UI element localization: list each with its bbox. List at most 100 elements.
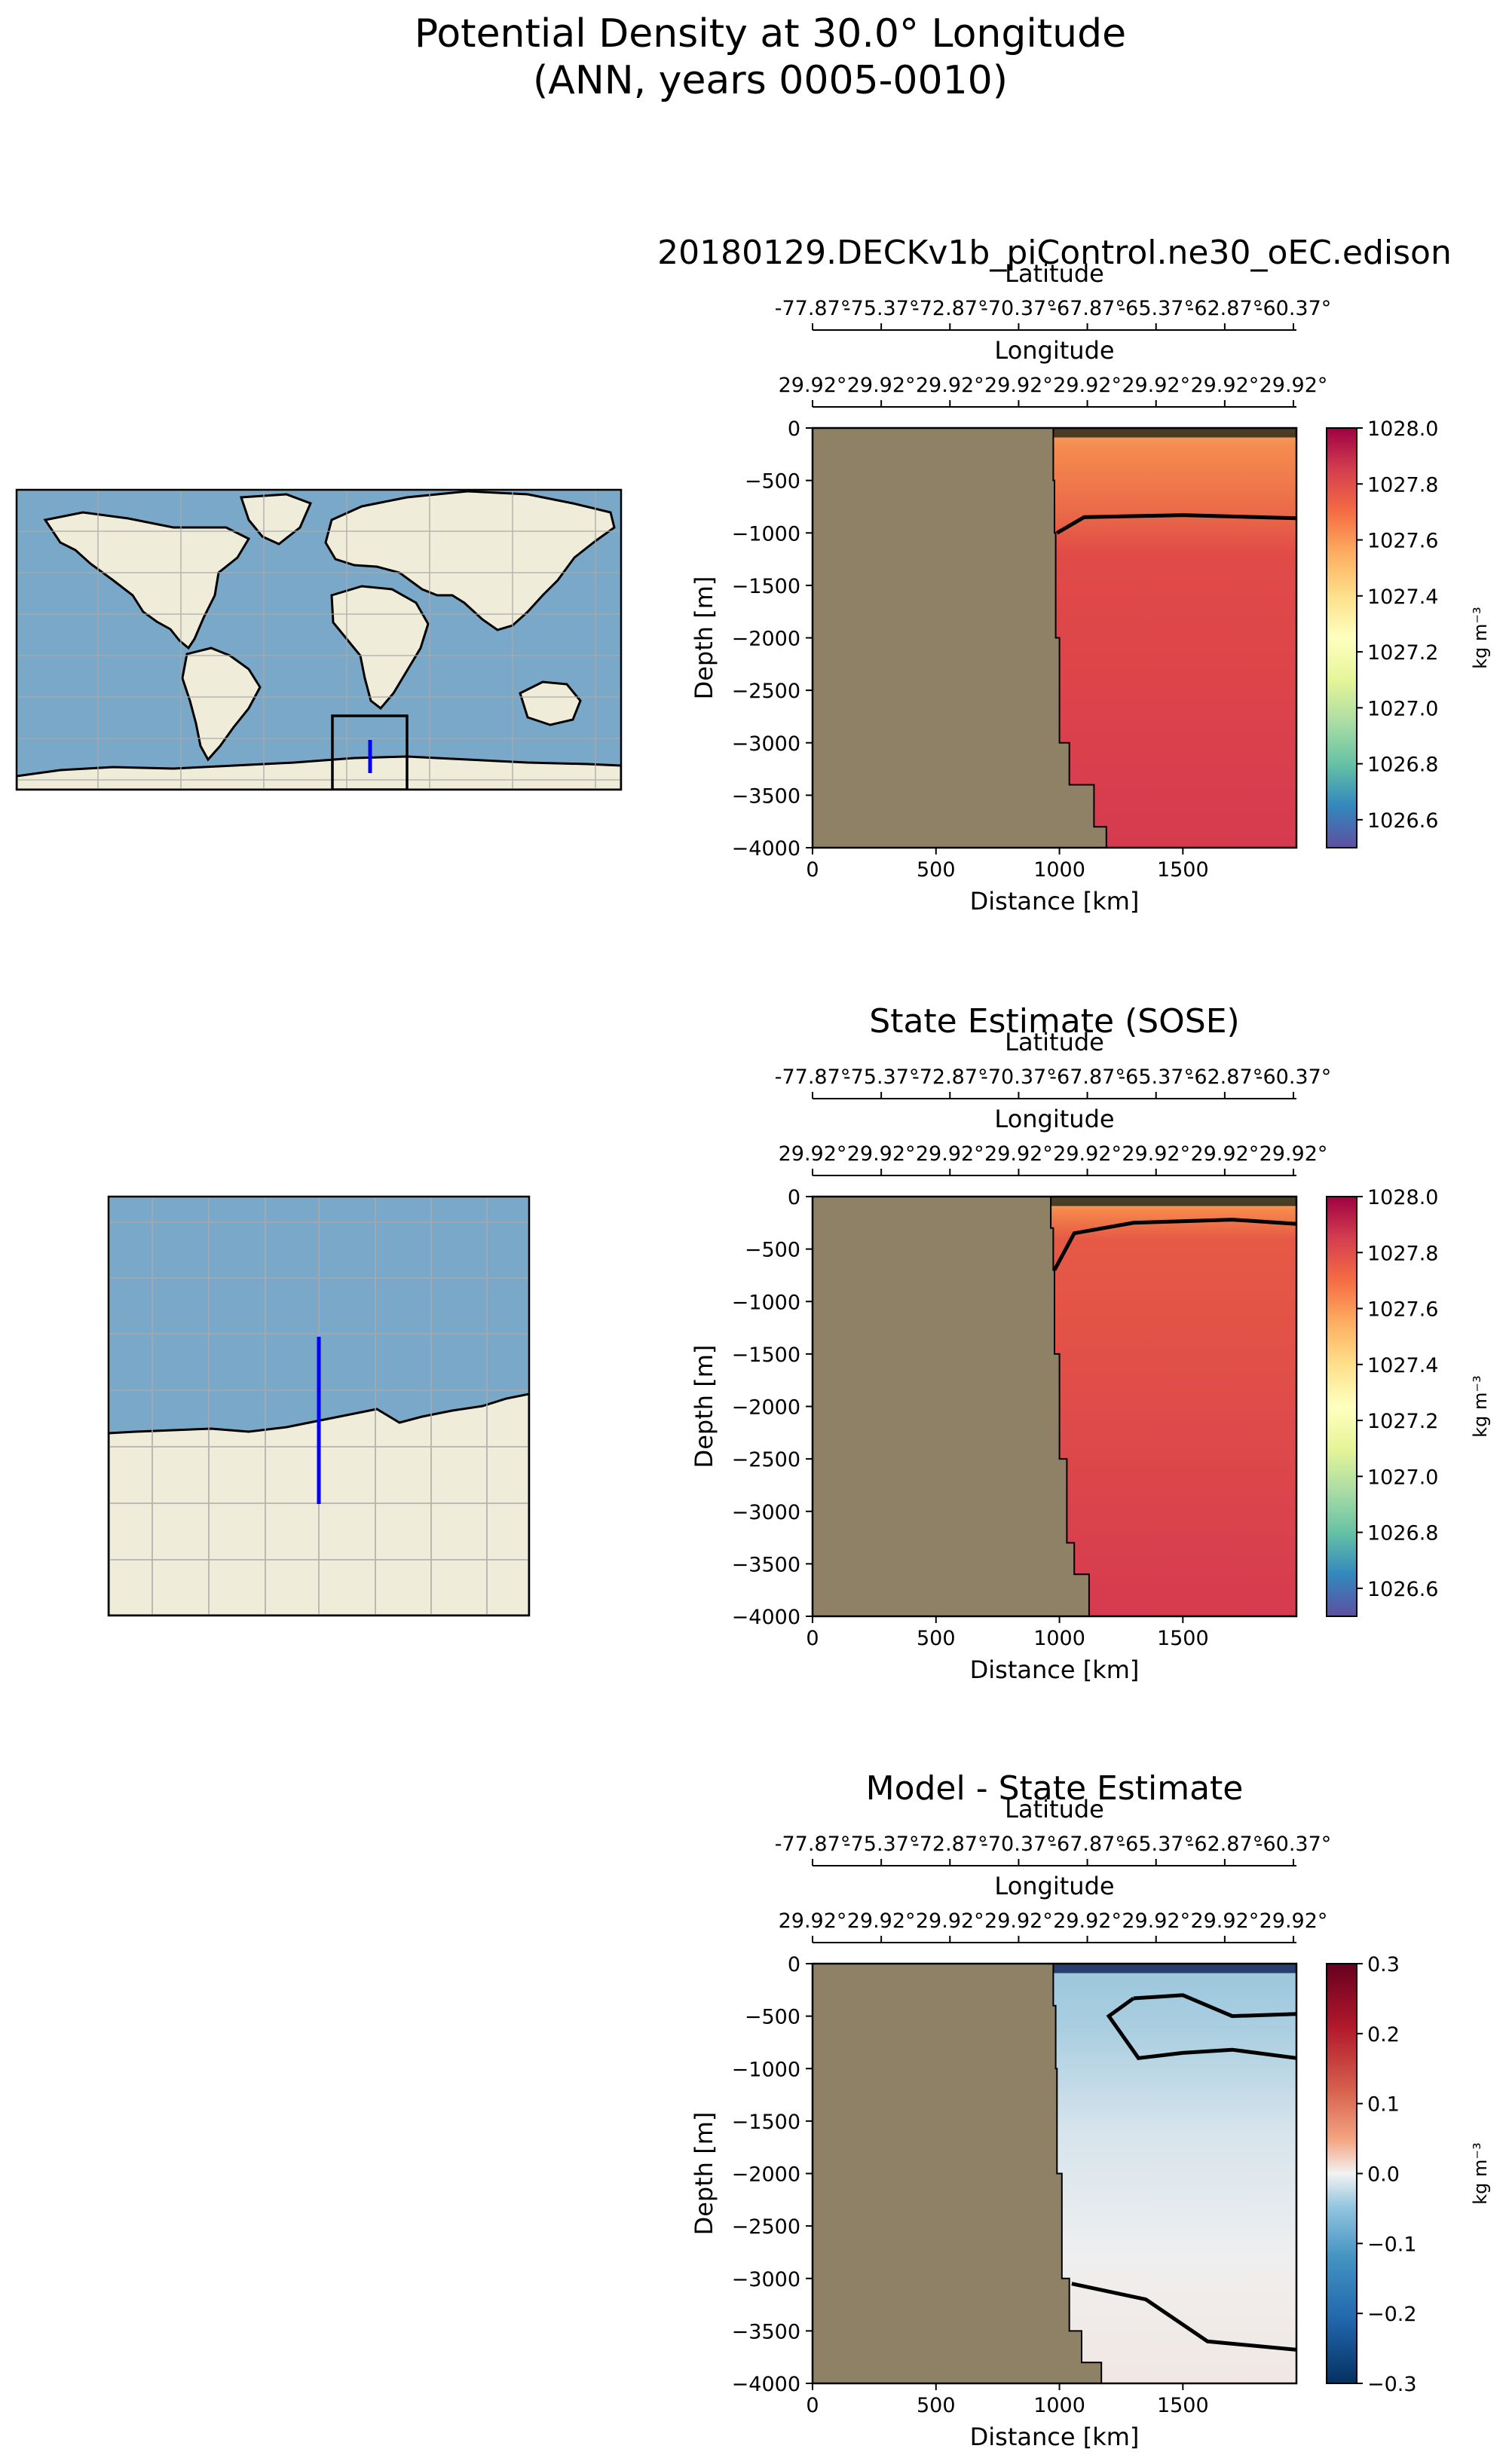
contour-line [1071,2282,1297,2352]
colorbar-tick-label: 0.0 [1367,2163,1400,2187]
y-tick-label: −2500 [732,2215,800,2239]
secondary-axis-tick-label: -62.87° [1187,297,1263,320]
colorbar-tick-label: 0.2 [1367,2023,1400,2047]
y-tick-label: −4000 [732,837,800,861]
secondary-axis-tick-label: -75.37° [843,1833,920,1856]
secondary-axis-label: Latitude [1005,1795,1104,1824]
secondary-axis-tick-label: -60.37° [1256,1065,1332,1089]
contour-line [1052,1218,1297,1271]
secondary-axis-tick-label: 29.92° [1190,374,1259,397]
secondary-axis-tick-label: -72.87° [912,1065,988,1089]
y-tick-label: −2000 [732,1396,800,1420]
secondary-axis-tick-label: 29.92° [916,1909,984,1933]
figure-title-line2: (ANN, years 0005-0010) [533,58,1008,103]
x-axis-label: Distance [km] [970,887,1140,916]
secondary-axis-tick-label: -67.87° [1049,1833,1125,1856]
map-land-south-america [181,647,262,762]
y-tick-label: −3500 [732,2320,800,2343]
secondary-axis-tick-label: -75.37° [843,297,920,320]
secondary-axis-tick-label: 29.92° [1122,374,1190,397]
panel-title: 20180129.DECKv1b_piControl.ne30_oEC.edis… [657,234,1452,272]
secondary-axis-tick-label: -65.37° [1118,297,1194,320]
x-tick-label: 500 [917,1627,956,1650]
x-tick-label: 0 [806,2394,819,2417]
colorbar-tick-label: 1026.6 [1367,809,1438,833]
y-tick-label: 0 [788,417,800,441]
colorbar-tick-label: 1027.6 [1367,530,1438,553]
secondary-axis-tick-label: 29.92° [1122,1909,1190,1933]
x-tick-label: 1500 [1157,2394,1209,2417]
y-tick-label: −500 [745,470,800,494]
secondary-axis-label: Latitude [1005,1028,1104,1056]
secondary-axis-tick-label: 29.92° [847,374,916,397]
secondary-axis-tick-label: 29.92° [984,1142,1053,1166]
secondary-axis-tick-label: -60.37° [1256,1833,1332,1856]
secondary-axis-tick-label: -70.37° [981,1833,1057,1856]
x-tick-label: 500 [917,858,956,882]
y-tick-label: −2500 [732,1448,800,1472]
secondary-axis-tick-label: 29.92° [847,1909,916,1933]
secondary-axis-tick-label: -70.37° [981,1065,1057,1089]
secondary-axis-tick-label: -65.37° [1118,1065,1194,1089]
y-tick-label: −1500 [732,2111,800,2134]
secondary-axis-tick-label: 29.92° [984,1909,1053,1933]
y-tick-label: 0 [788,1953,800,1976]
x-tick-label: 1500 [1157,858,1209,882]
colorbar-tick-label: 1027.0 [1367,1466,1438,1489]
colorbar-tick-label: 1027.6 [1367,1298,1438,1322]
colorbar-tick-label: −0.2 [1367,2303,1417,2326]
secondary-axis-tick-label: 29.92° [916,1142,984,1166]
colorbar [1326,1196,1357,1617]
secondary-axis-tick-label: -72.87° [912,1833,988,1856]
colorbar-label: kg m⁻³ [1470,607,1491,668]
map-gridlines [17,490,621,790]
secondary-axis-tick-label: -65.37° [1118,1833,1194,1856]
secondary-axis-label: Longitude [994,336,1114,365]
secondary-axis-tick-label: -67.87° [1049,1065,1125,1089]
map-land-australia [519,680,582,726]
colorbar-tick-label: 0.1 [1367,2093,1400,2117]
secondary-axis-tick-label: -67.87° [1049,297,1125,320]
x-tick-label: 500 [917,2394,956,2417]
x-tick-label: 1000 [1033,1627,1085,1650]
contour-line [1056,513,1297,535]
y-tick-label: −500 [745,2006,800,2029]
secondary-axis-tick-label: 29.92° [984,374,1053,397]
y-tick-label: −4000 [732,1606,800,1629]
colorbar-tick-label: 1026.8 [1367,754,1438,777]
surface-contour-bundle [1051,1197,1296,1206]
colorbar-tick-label: −0.3 [1367,2373,1417,2396]
secondary-axis-tick-label: 29.92° [1260,1142,1328,1166]
y-axis-label: Depth [m] [690,576,718,700]
contour-line [1133,1993,1297,2019]
secondary-axis-label: Latitude [1005,259,1104,288]
contour-line [1106,1996,1297,2060]
x-tick-label: 1000 [1033,2394,1085,2417]
secondary-axis-tick-label: 29.92° [1260,374,1328,397]
secondary-axis-tick-label: -60.37° [1256,297,1332,320]
secondary-axis-label: Longitude [994,1872,1114,1900]
secondary-axis-tick-label: 29.92° [1053,1909,1122,1933]
y-tick-label: −1500 [732,575,800,598]
colorbar-tick-label: 1027.2 [1367,1410,1438,1433]
colorbar-tick-label: 1027.4 [1367,585,1438,609]
y-tick-label: −1000 [732,2058,800,2081]
state-estimate-panel: State Estimate (SOSE)Latitude -77.87°-75.… [690,1002,1491,1684]
colorbar-tick-label: 1027.4 [1367,1354,1438,1377]
x-axis-label: Distance [km] [970,1655,1140,1684]
secondary-axis-tick-label: 29.92° [916,374,984,397]
secondary-axis-tick-label: -62.87° [1187,1833,1263,1856]
y-tick-label: 0 [788,1186,800,1209]
model-panel: 20180129.DECKv1b_piControl.ne30_oEC.edis… [657,234,1491,916]
y-tick-label: −3000 [732,2268,800,2291]
surface-contour-bundle [1053,428,1296,438]
secondary-axis-tick-label: -75.37° [843,1065,920,1089]
figure-title-line1: Potential Density at 30.0° Longitude [415,11,1126,57]
secondary-axis-tick-label: -77.87° [775,297,851,320]
secondary-axis-tick-label: -62.87° [1187,1065,1263,1089]
secondary-axis-tick-label: 29.92° [779,1142,847,1166]
regional-map [109,1197,529,1616]
colorbar [1326,427,1357,848]
